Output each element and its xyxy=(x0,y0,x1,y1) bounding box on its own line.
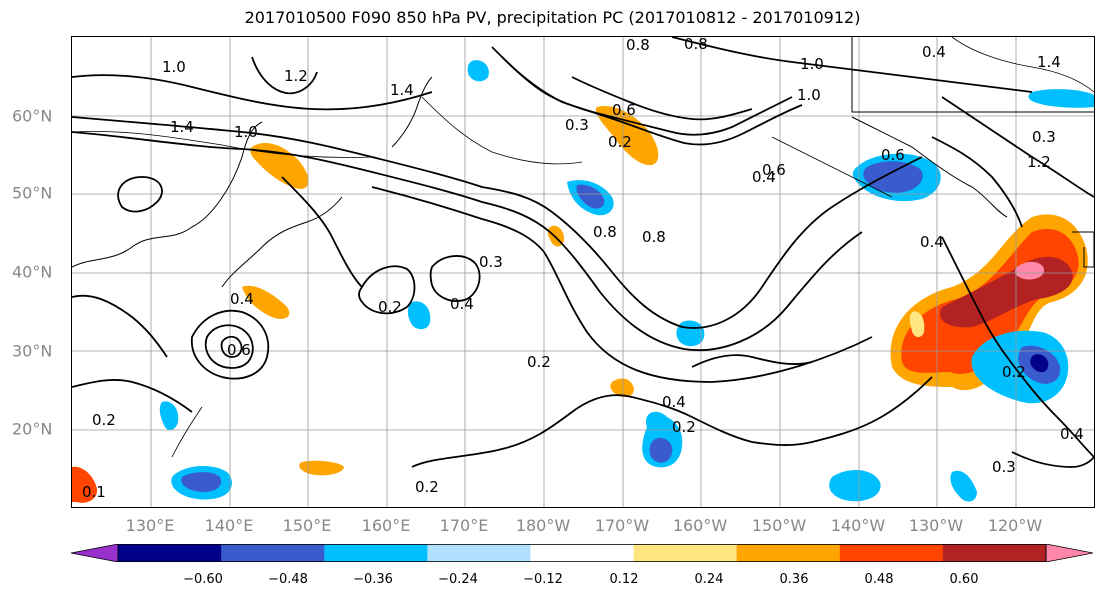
contour-label: 1.2 xyxy=(1027,153,1051,171)
contour-label: 1.4 xyxy=(1037,53,1061,71)
pv-contours-thin xyxy=(72,37,1094,458)
colorbar-tick-label: 0.60 xyxy=(949,572,979,587)
contour-label: 1.0 xyxy=(797,86,821,104)
contour-label-group: 1.0 1.4 1.0 1.2 1.4 1.0 0.6 0.3 0.8 0.2 … xyxy=(82,37,1084,501)
map-title: 2017010500 F090 850 hPa PV, precipitatio… xyxy=(244,8,861,27)
contour-label: 0.6 xyxy=(762,161,786,179)
contour-label: 0.3 xyxy=(565,116,589,134)
colorbar-tick-label: 0.24 xyxy=(694,572,724,587)
colorbar-segment xyxy=(118,544,222,562)
lon-label: 180°W xyxy=(515,516,571,535)
contour-label: 0.2 xyxy=(672,418,696,436)
contour-label: 0.8 xyxy=(593,223,617,241)
lon-label: 170°W xyxy=(594,516,650,535)
contour-label: 0.4 xyxy=(752,168,776,186)
lon-label: 170°E xyxy=(439,516,489,535)
contour-label: 0.4 xyxy=(922,43,946,61)
pv-contours xyxy=(72,37,1094,468)
lon-label: 140°W xyxy=(830,516,886,535)
lon-label: 130°E xyxy=(125,516,175,535)
lon-label: 150°W xyxy=(751,516,807,535)
lon-label: 150°E xyxy=(282,516,332,535)
colorbar-segment xyxy=(427,544,531,562)
lat-lon-grid xyxy=(72,37,1094,507)
contour-label: 0.2 xyxy=(92,411,116,429)
lon-label: 140°E xyxy=(204,516,254,535)
contour-label: 0.2 xyxy=(378,298,402,316)
contour-label: 0.2 xyxy=(527,353,551,371)
colorbar-segment xyxy=(324,544,428,562)
contour-label: 0.2 xyxy=(415,478,439,496)
colorbar-tick-label: −0.36 xyxy=(353,572,393,587)
lon-label: 120°W xyxy=(987,516,1043,535)
colorbar-graphic xyxy=(71,544,1093,562)
contour-label: 0.4 xyxy=(450,295,474,313)
lat-label: 20°N xyxy=(12,419,53,439)
colorbar-tick-label: −0.24 xyxy=(438,572,478,587)
map-canvas: 1.0 1.4 1.0 1.2 1.4 1.0 0.6 0.3 0.8 0.2 … xyxy=(72,37,1094,507)
contour-label: 0.4 xyxy=(230,290,254,308)
contour-label: 0.4 xyxy=(662,393,686,411)
lat-label: 30°N xyxy=(12,341,53,361)
contour-label: 0.8 xyxy=(642,228,666,246)
colorbar-tick-label: 0.36 xyxy=(779,572,809,587)
contour-label: 1.4 xyxy=(390,81,414,99)
contour-label: 0.6 xyxy=(881,146,905,164)
contour-label: 0.3 xyxy=(992,458,1016,476)
contour-label: 1.0 xyxy=(800,55,824,73)
colorbar-tick-label: −0.60 xyxy=(183,572,223,587)
coastlines xyxy=(72,37,1094,288)
colorbar-segment xyxy=(839,544,944,562)
colorbar-tick-label: 0.48 xyxy=(864,572,894,587)
lon-label: 160°E xyxy=(361,516,411,535)
lat-label: 60°N xyxy=(12,106,53,126)
colorbar-segment xyxy=(942,544,1047,562)
contour-label: 0.6 xyxy=(612,101,636,119)
contour-label: 0.3 xyxy=(1032,128,1056,146)
contour-label: 0.8 xyxy=(684,37,708,53)
colorbar-segment xyxy=(736,544,841,562)
colorbar-extend-low xyxy=(71,544,119,562)
contour-label: 0.3 xyxy=(479,253,503,271)
map-panel: 1.0 1.4 1.0 1.2 1.4 1.0 0.6 0.3 0.8 0.2 … xyxy=(71,36,1095,508)
contour-label: 0.4 xyxy=(1060,425,1084,443)
colorbar-segment xyxy=(530,544,635,562)
colorbar xyxy=(71,544,1093,562)
contour-label: 0.2 xyxy=(1002,363,1026,381)
contour-label: 0.8 xyxy=(626,37,650,54)
contour-label: 1.4 xyxy=(170,118,194,136)
contour-label: 0.4 xyxy=(920,233,944,251)
lon-label: 130°W xyxy=(908,516,964,535)
contour-label: 1.2 xyxy=(284,67,308,85)
lat-label: 40°N xyxy=(12,262,53,282)
colorbar-extend-high xyxy=(1045,544,1093,562)
colorbar-tick-label: 0.12 xyxy=(609,572,639,587)
colorbar-segment xyxy=(221,544,325,562)
lat-label: 50°N xyxy=(12,183,53,203)
contour-label: 1.0 xyxy=(162,58,186,76)
lon-label: 160°W xyxy=(672,516,728,535)
precipitation-shading xyxy=(72,60,1094,503)
colorbar-tick-label: −0.12 xyxy=(523,572,563,587)
colorbar-frame xyxy=(117,544,1047,562)
contour-label: 0.2 xyxy=(608,133,632,151)
contour-label: 1.0 xyxy=(234,123,258,141)
contour-label: 0.6 xyxy=(227,341,251,359)
colorbar-segment xyxy=(633,544,738,562)
colorbar-tick-label: −0.48 xyxy=(268,572,308,587)
contour-label: 0.1 xyxy=(82,483,106,501)
